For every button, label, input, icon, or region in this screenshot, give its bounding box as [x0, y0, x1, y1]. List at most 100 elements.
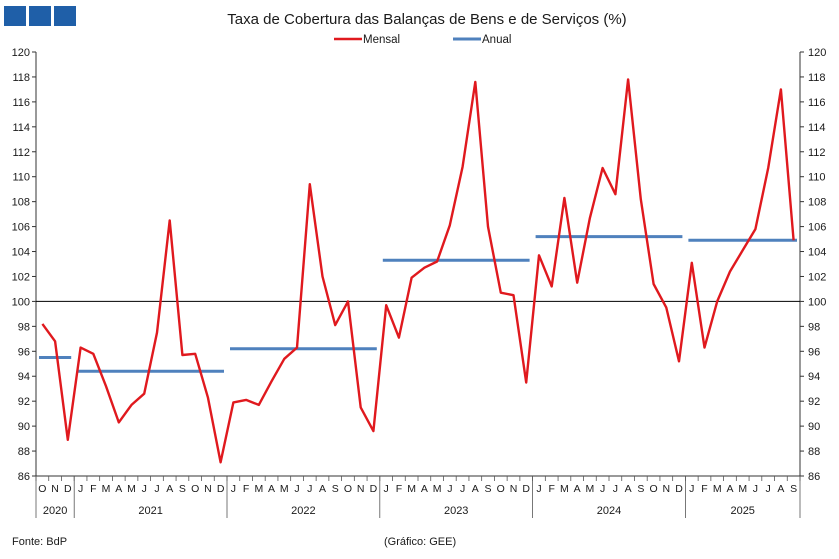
y-tick-label-left: 92 [18, 396, 30, 408]
month-label: M [102, 483, 111, 495]
y-tick-label-right: 88 [808, 446, 820, 458]
month-label: S [332, 483, 339, 495]
month-label: O [38, 483, 46, 495]
logo-square [4, 6, 26, 26]
y-tick-label-left: 88 [18, 446, 30, 458]
y-tick-label-right: 96 [808, 346, 820, 358]
y-tick-label-right: 112 [808, 147, 826, 159]
logo-square [54, 6, 76, 26]
month-label: O [344, 483, 352, 495]
month-label: J [536, 483, 541, 495]
plot-area: 86 86 88 88 90 90 92 92 94 94 96 96 98 98 100 100 102 102… [12, 47, 826, 518]
month-label: O [497, 483, 505, 495]
month-label: N [51, 483, 59, 495]
month-label: F [90, 483, 96, 495]
y-tick-label-left: 106 [12, 222, 30, 234]
y-tick-label-right: 92 [808, 396, 820, 408]
month-label: J [78, 483, 83, 495]
y-tick-label-left: 96 [18, 346, 30, 358]
y-tick-label-left: 98 [18, 321, 30, 333]
y-tick-label-right: 86 [808, 471, 820, 483]
y-tick-label-left: 94 [18, 371, 30, 383]
y-tick-label-right: 118 [808, 72, 826, 84]
month-label: D [64, 483, 72, 495]
month-label: M [433, 483, 442, 495]
y-tick-label-right: 106 [808, 222, 826, 234]
y-tick-label-left: 118 [12, 72, 30, 84]
month-label: S [485, 483, 492, 495]
month-label: N [510, 483, 518, 495]
y-tick-label-left: 86 [18, 471, 30, 483]
month-label: M [738, 483, 747, 495]
month-label: A [625, 483, 632, 495]
month-label: J [689, 483, 694, 495]
month-label: J [766, 483, 771, 495]
y-tick-label-right: 114 [808, 122, 826, 134]
month-label: S [790, 483, 797, 495]
y-tick-label-left: 108 [12, 197, 30, 209]
month-label: A [115, 483, 122, 495]
source-note: Fonte: BdP [12, 536, 68, 548]
y-tick-label-left: 102 [12, 271, 30, 283]
month-label: F [548, 483, 554, 495]
month-label: J [460, 483, 465, 495]
month-label: A [574, 483, 581, 495]
month-label: D [522, 483, 530, 495]
y-tick-label-right: 116 [808, 97, 826, 109]
month-label: M [560, 483, 569, 495]
y-tick-label-right: 102 [808, 271, 826, 283]
month-label: D [217, 483, 225, 495]
month-label: J [600, 483, 605, 495]
month-label: M [713, 483, 722, 495]
month-label: J [753, 483, 758, 495]
month-label: S [179, 483, 186, 495]
y-tick-label-left: 116 [12, 97, 30, 109]
month-label: N [663, 483, 671, 495]
y-tick-label-right: 98 [808, 321, 820, 333]
month-label: A [166, 483, 173, 495]
month-label: A [268, 483, 275, 495]
y-tick-label-right: 90 [808, 421, 820, 433]
month-label: A [319, 483, 326, 495]
y-tick-label-right: 94 [808, 371, 820, 383]
month-label: J [294, 483, 299, 495]
brand-logo [4, 6, 76, 26]
month-label: J [231, 483, 236, 495]
month-label: M [407, 483, 416, 495]
legend-label-mensal: Mensal [363, 34, 400, 46]
month-label: A [726, 483, 733, 495]
month-label: O [191, 483, 199, 495]
month-label: J [384, 483, 389, 495]
y-tick-label-left: 100 [12, 296, 30, 308]
month-label: S [637, 483, 644, 495]
legend: Mensal Anual [334, 34, 511, 46]
year-label: 2022 [291, 505, 315, 517]
year-label: 2024 [597, 505, 621, 517]
logo-square [29, 6, 51, 26]
legend-label-anual: Anual [482, 34, 511, 46]
year-label: 2020 [43, 505, 67, 517]
month-label: F [243, 483, 249, 495]
month-label: J [142, 483, 147, 495]
month-label: M [127, 483, 136, 495]
y-tick-label-right: 120 [808, 47, 826, 59]
y-tick-label-right: 104 [808, 247, 826, 259]
y-tick-label-left: 120 [12, 47, 30, 59]
month-label: J [154, 483, 159, 495]
y-tick-label-left: 114 [12, 122, 30, 134]
month-label: D [370, 483, 378, 495]
y-tick-label-left: 90 [18, 421, 30, 433]
month-label: O [649, 483, 657, 495]
chart-title: Taxa de Cobertura das Balanças de Bens e… [227, 11, 626, 28]
month-label: D [675, 483, 683, 495]
year-label: 2023 [444, 505, 468, 517]
month-label: A [777, 483, 784, 495]
month-label: M [254, 483, 263, 495]
month-label: M [586, 483, 595, 495]
month-label: J [307, 483, 312, 495]
y-tick-label-left: 104 [12, 247, 30, 259]
month-label: N [204, 483, 212, 495]
y-tick-label-left: 112 [12, 147, 30, 159]
year-label: 2025 [730, 505, 754, 517]
